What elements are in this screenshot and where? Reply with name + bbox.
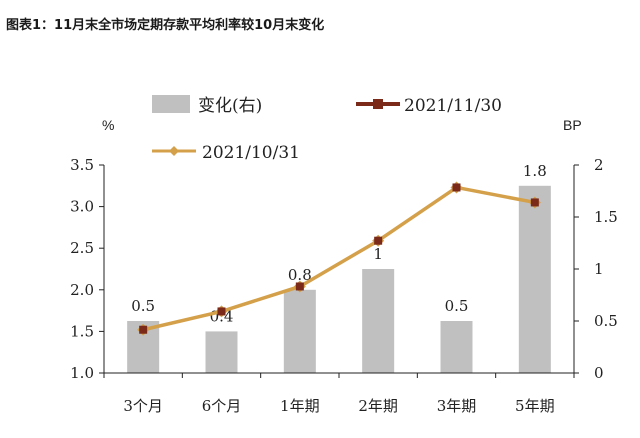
bar-1 (205, 331, 238, 373)
right-tick-label-3: 1.5 (594, 208, 618, 226)
right-axis-unit: BP (563, 117, 582, 133)
left-tick-label-3: 2.5 (70, 239, 94, 257)
x-tick-label-1: 6个月 (202, 397, 242, 415)
bar-label-0: 0.5 (131, 297, 155, 315)
legend-bar-label: 变化(右) (198, 96, 262, 116)
bar-label-3: 1 (373, 245, 383, 263)
left-axis-unit: % (102, 117, 114, 133)
x-tick-label-3: 2年期 (358, 397, 398, 415)
x-tick-label-4: 3年期 (437, 397, 477, 415)
bar-5 (518, 185, 551, 373)
bar-4 (440, 321, 473, 373)
series-2021-11-30-point-2 (295, 282, 304, 291)
legend-line2-marker (169, 146, 179, 156)
series-2021-11-30-point-5 (530, 198, 539, 207)
series-line-2021-10-31 (142, 185, 536, 332)
bar-label-5: 1.8 (523, 162, 547, 180)
x-tick-label-5: 5年期 (515, 397, 555, 415)
right-tick-label-0: 0 (594, 364, 604, 382)
left-tick-label-4: 3.0 (70, 198, 94, 216)
legend-line2-label: 2021/10/31 (202, 143, 300, 163)
bar-label-4: 0.5 (445, 297, 469, 315)
legend-line1-label: 2021/11/30 (404, 96, 502, 116)
series-2021-11-30-point-3 (374, 236, 383, 245)
x-tick-label-0: 3个月 (123, 397, 163, 415)
bar-3 (362, 269, 395, 373)
left-tick-label-2: 2.0 (70, 281, 94, 299)
legend: 变化(右) 2021/11/30 2021/10/31 (152, 95, 502, 163)
x-tick-label-2: 1年期 (280, 397, 320, 415)
right-tick-label-1: 0.5 (594, 312, 618, 330)
bar-label-2: 0.8 (288, 266, 312, 284)
right-tick-label-2: 1 (594, 260, 604, 278)
series-2021-11-30-point-4 (452, 183, 461, 192)
left-tick-label-5: 3.5 (70, 156, 94, 174)
legend-bar-swatch (152, 95, 190, 113)
series-2021-11-30-point-1 (217, 307, 226, 316)
series-2021-11-30-point-0 (139, 325, 148, 334)
right-tick-label-4: 2 (594, 156, 604, 174)
bar-2 (283, 289, 316, 373)
legend-line1-marker (373, 99, 383, 109)
left-tick-label-1: 1.5 (70, 322, 94, 340)
chart-title: 图表1：11月末全市场定期存款平均利率较10月末变化 (6, 18, 325, 33)
left-tick-label-0: 1.0 (70, 364, 94, 382)
